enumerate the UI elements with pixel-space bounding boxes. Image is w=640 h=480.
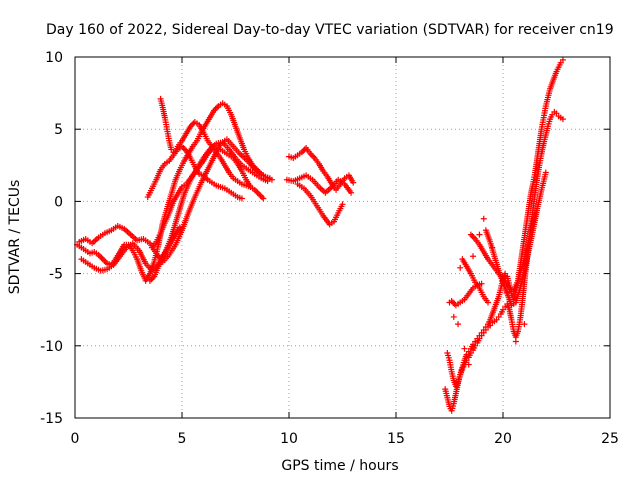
- x-tick-label: 5: [178, 431, 187, 447]
- data-point: [457, 264, 464, 271]
- data-point: [254, 189, 261, 196]
- data-point: [260, 195, 267, 202]
- data-point: [465, 361, 472, 368]
- data-point: [101, 257, 108, 264]
- x-axis-label: GPS time / hours: [281, 458, 398, 474]
- data-point: [96, 253, 103, 260]
- data-point: [308, 152, 315, 159]
- data-point: [99, 256, 106, 263]
- data-point: [489, 244, 496, 251]
- data-point: [258, 194, 265, 201]
- data-point: [559, 56, 566, 63]
- data-point: [348, 189, 355, 196]
- data-point: [455, 321, 462, 328]
- data-point: [310, 153, 317, 160]
- data-point: [253, 188, 260, 195]
- data-point: [461, 345, 468, 352]
- data-point: [98, 254, 105, 261]
- data-point: [480, 215, 487, 222]
- data-point: [470, 253, 477, 260]
- data-point: [469, 233, 476, 240]
- data-point: [257, 192, 264, 199]
- plot-frame: [74, 56, 611, 419]
- data-point: [476, 231, 483, 238]
- chart-title: Day 160 of 2022, Sidereal Day-to-day VTE…: [46, 22, 614, 38]
- data-point: [559, 116, 566, 123]
- data-point: [213, 104, 220, 111]
- x-tick-label: 25: [601, 431, 619, 447]
- data-point: [339, 201, 346, 208]
- y-tick-label: 10: [45, 50, 63, 66]
- data-point: [467, 231, 474, 238]
- y-tick-label: 5: [54, 122, 63, 138]
- data-point: [485, 299, 492, 306]
- grid-lines: [75, 57, 610, 418]
- data-point: [176, 224, 183, 231]
- y-tick-label: -10: [40, 339, 63, 355]
- x-tick-label: 15: [387, 431, 405, 447]
- y-tick-label: -15: [40, 411, 63, 427]
- axis-ticks: 0 5 10 15 20 25 -15 -10 -5 0 5 10: [40, 50, 619, 447]
- data-point: [512, 338, 519, 345]
- y-tick-label: -5: [49, 267, 63, 283]
- x-tick-label: 0: [71, 431, 80, 447]
- data-point: [180, 144, 187, 151]
- data-point: [256, 191, 263, 198]
- data-point: [504, 289, 511, 296]
- x-tick-label: 20: [494, 431, 512, 447]
- y-tick-label: 0: [54, 194, 63, 210]
- data-point: [268, 176, 275, 183]
- x-tick-label: 10: [280, 431, 298, 447]
- data-point: [446, 299, 453, 306]
- data-point: [300, 147, 307, 154]
- y-axis-label: SDTVAR / TECUs: [7, 180, 23, 295]
- data-point: [521, 321, 528, 328]
- data-point: [542, 169, 549, 176]
- data-point: [450, 313, 457, 320]
- data-point: [238, 195, 245, 202]
- data-point: [350, 179, 357, 186]
- data-point: [478, 280, 485, 287]
- data-point: [470, 234, 477, 241]
- data-points: [74, 56, 566, 414]
